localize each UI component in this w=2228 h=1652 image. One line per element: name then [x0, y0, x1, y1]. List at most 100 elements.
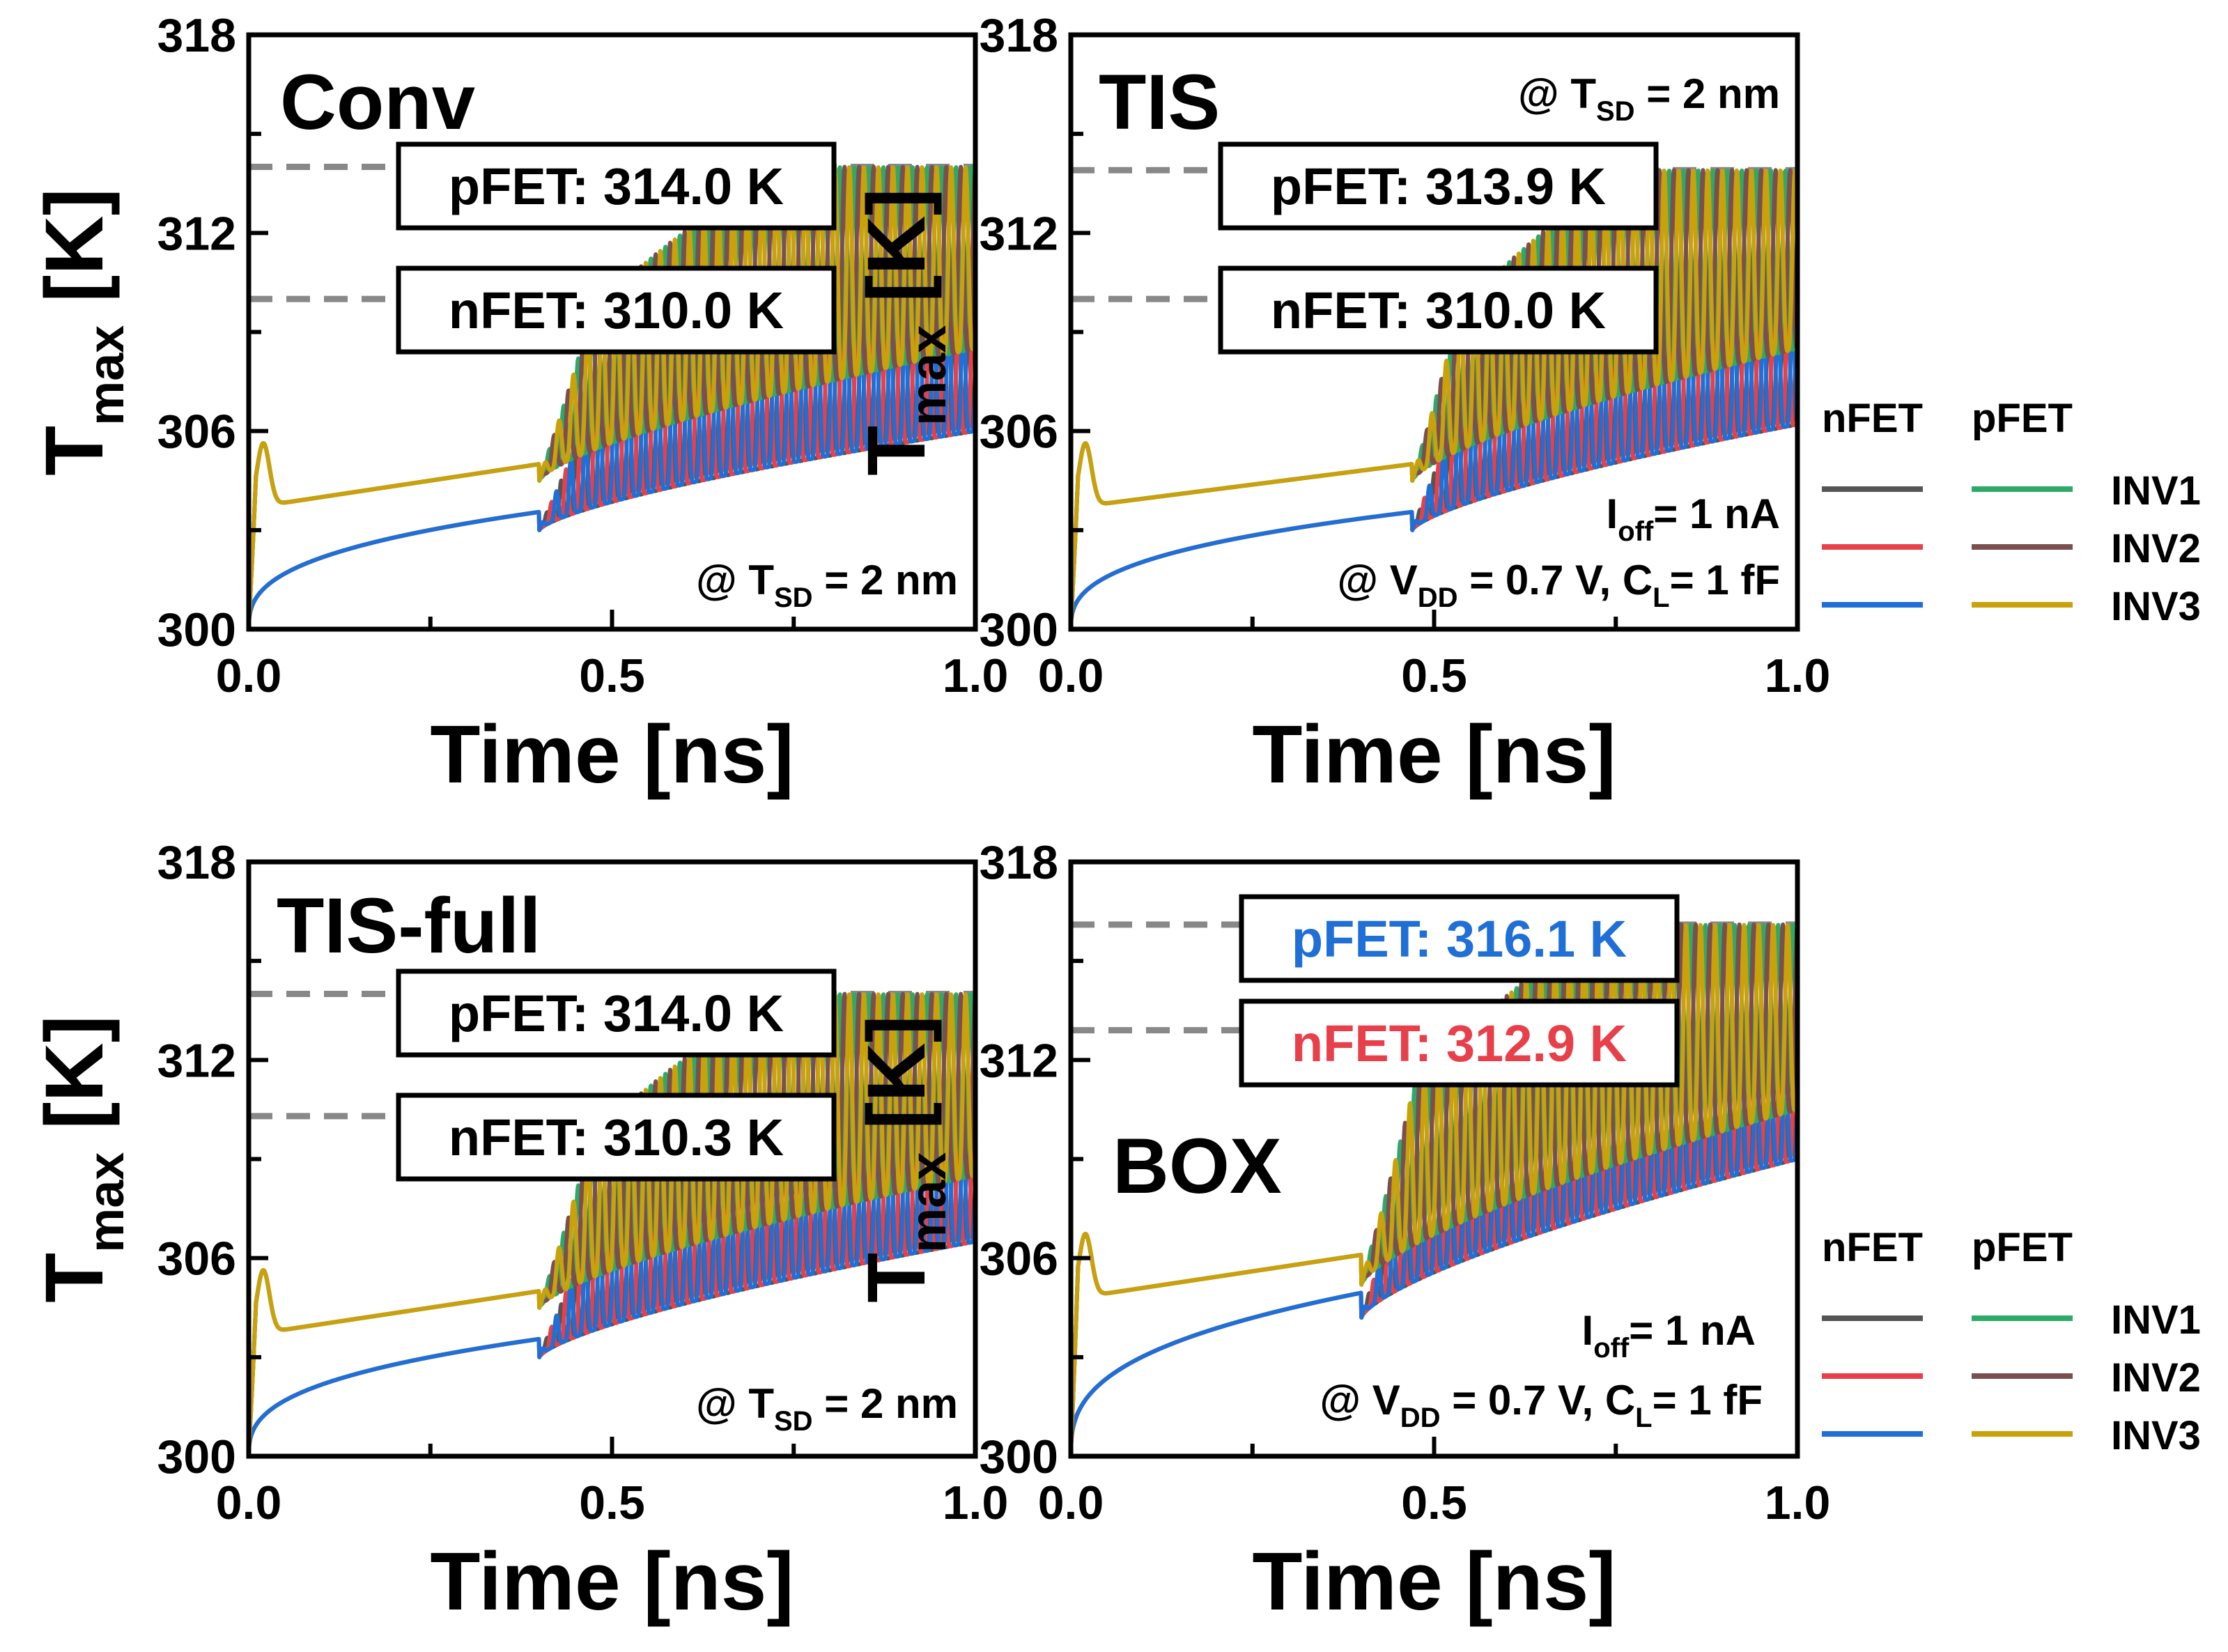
y-axis-title-main: T: [29, 426, 121, 476]
y-tick-label-300: 300: [157, 1430, 236, 1483]
legend-label-inv1: INV1: [2111, 1297, 2201, 1343]
legend-label-inv3: INV3: [2111, 1413, 2201, 1458]
panel-label: BOX: [1113, 1122, 1282, 1210]
note-suffix: = 2 nm: [1635, 70, 1780, 117]
y-tick-label-312: 312: [980, 1034, 1058, 1087]
note-subscript: DD: [1418, 582, 1458, 613]
annotation-text-pfet: pFET: 314.0 K: [449, 157, 784, 215]
x-tick-label-0.5: 0.5: [1401, 649, 1467, 702]
note-suffix: = 2 nm: [813, 1380, 958, 1427]
note-subscript: SD: [1596, 96, 1635, 127]
y-axis-title: Tmax [K]: [29, 1015, 134, 1303]
legend: nFET pFET INV1 INV2 INV3: [1822, 1225, 2201, 1458]
note-prefix: @ T: [1518, 70, 1596, 117]
panel-label: TIS-full: [277, 882, 541, 969]
note-prefix: I: [1607, 491, 1618, 537]
legend-label-inv1: INV1: [2111, 468, 2201, 514]
y-tick-label-300: 300: [980, 603, 1058, 656]
x-tick-label-0.0: 0.0: [1038, 1476, 1104, 1529]
y-axis-title-unit: [K]: [851, 188, 943, 325]
y-axis-title-unit: [K]: [851, 1015, 943, 1152]
annotation-text-pfet: pFET: 314.0 K: [449, 985, 784, 1042]
condition-note: @ VDD = 0.7 V, CL= 1 fF: [1338, 557, 1780, 613]
annotation-text-nfet: nFET: 310.0 K: [1271, 281, 1606, 339]
panel-box: 300 306 312 318 0.0 0.5 1.0 Time [ns] Tmax [K] BO…: [851, 836, 2201, 1628]
plot-area: [249, 164, 975, 626]
y-axis-title: Tmax [K]: [29, 188, 134, 476]
y-tick-label-318: 318: [157, 836, 236, 889]
y-tick-label-312: 312: [157, 1034, 236, 1087]
series-pfet-inv3: [249, 165, 975, 626]
y-axis-title-unit: [K]: [29, 1015, 121, 1152]
annotation-text-nfet: nFET: 312.9 K: [1292, 1014, 1627, 1072]
x-tick-label-1.0: 1.0: [1765, 1476, 1831, 1529]
legend-label-inv3: INV3: [2111, 584, 2201, 629]
y-tick-label-318: 318: [157, 9, 236, 62]
x-tick-label-0.5: 0.5: [1401, 1476, 1467, 1529]
plot-area: [1071, 167, 1797, 626]
x-axis-title: Time [ns]: [1252, 1536, 1616, 1628]
condition-note: @ TSD = 2 nm: [1518, 70, 1780, 127]
series-nfet-inv3: [249, 1114, 975, 1452]
y-axis-title-unit: [K]: [29, 188, 121, 325]
x-axis-title: Time [ns]: [430, 709, 794, 801]
note-prefix: I: [1582, 1307, 1594, 1354]
annotation-box-pfet: [1239, 894, 1680, 983]
annotation-box-nfet: [396, 1093, 837, 1182]
x-tick-label-0.0: 0.0: [216, 1476, 282, 1529]
note-subscript: SD: [774, 582, 813, 613]
legend: nFET pFET INV1 INV2 INV3: [1822, 396, 2201, 629]
plot-area: [249, 991, 975, 1453]
legend-header-pfet: pFET: [1972, 396, 2073, 441]
y-axis-title-sub: max: [901, 325, 957, 426]
annotation-text-pfet: pFET: 313.9 K: [1271, 157, 1606, 215]
note-subscript: SD: [774, 1406, 813, 1437]
legend-label-inv2: INV2: [2111, 526, 2201, 571]
annotation-box-pfet: [1218, 141, 1659, 231]
y-tick-label-306: 306: [157, 406, 236, 458]
y-tick-label-306: 306: [980, 1233, 1058, 1286]
annotation-box-pfet: [396, 968, 837, 1058]
condition-note: @ VDD = 0.7 V, CL= 1 fF: [1320, 1377, 1763, 1433]
panel-tis-full: 300 306 312 318 0.0 0.5 1.0 Time [ns] Tmax [K] TI…: [29, 836, 1008, 1628]
legend-label-inv2: INV2: [2111, 1355, 2201, 1400]
annotation-text-pfet: pFET: 316.1 K: [1292, 910, 1627, 968]
note-prefix: @ V: [1320, 1377, 1400, 1423]
note-suffix: = 1 nA: [1629, 1307, 1756, 1354]
series-pfet-inv3: [1071, 923, 1797, 1453]
annotation-text-nfet: nFET: 310.3 K: [449, 1109, 784, 1166]
y-axis-title-main: T: [851, 426, 943, 476]
note-subscript-2: L: [1653, 582, 1669, 613]
x-tick-label-0.0: 0.0: [1038, 649, 1104, 702]
condition-note: @ TSD = 2 nm: [696, 557, 958, 613]
legend-header-nfet: nFET: [1822, 1225, 1923, 1270]
y-tick-label-306: 306: [157, 1233, 236, 1286]
y-tick-label-312: 312: [157, 207, 236, 260]
y-tick-label-306: 306: [980, 406, 1058, 458]
panel-label: Conv: [280, 59, 475, 146]
y-tick-label-318: 318: [980, 836, 1058, 889]
annotation-box-nfet: [396, 265, 837, 355]
y-tick-label-312: 312: [980, 207, 1058, 260]
note-suffix-2: = 1 fF: [1653, 1377, 1763, 1423]
legend-header-nfet: nFET: [1822, 396, 1923, 441]
annotation-box-nfet: [1218, 265, 1659, 355]
note-suffix: = 0.7 V, C: [1458, 557, 1653, 603]
x-axis-title: Time [ns]: [430, 1536, 794, 1628]
note-prefix: @ T: [696, 557, 774, 603]
condition-note: @ TSD = 2 nm: [696, 1380, 958, 1437]
y-tick-label-300: 300: [157, 603, 236, 656]
note-subscript: off: [1593, 1333, 1630, 1364]
legend-header-pfet: pFET: [1972, 1225, 2073, 1270]
note-prefix: @ T: [696, 1380, 774, 1427]
panel-conv: 300 306 312 318 0.0 0.5 1.0 Time [ns] Tmax [K] Co…: [29, 9, 1008, 801]
note-prefix: @ V: [1338, 557, 1418, 603]
x-tick-label-0.5: 0.5: [579, 1476, 645, 1529]
series-nfet-inv3: [249, 297, 975, 625]
y-tick-label-300: 300: [980, 1430, 1058, 1483]
series-pfet-inv3: [1071, 168, 1797, 626]
y-axis-title-main: T: [29, 1253, 121, 1303]
note-suffix: = 0.7 V, C: [1441, 1377, 1636, 1423]
